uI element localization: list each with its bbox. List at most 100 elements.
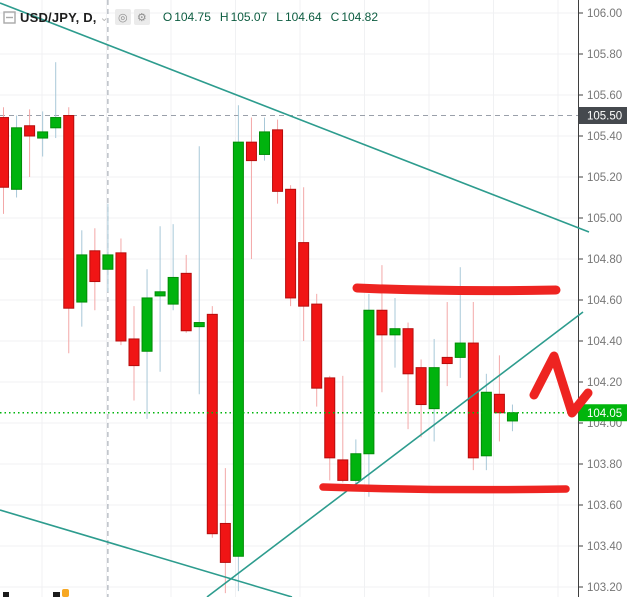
candle xyxy=(363,293,375,497)
candle-body xyxy=(272,129,284,192)
candle-body xyxy=(0,117,9,188)
candle xyxy=(298,187,310,341)
candle-body xyxy=(24,125,36,137)
descending-trendline-upper[interactable] xyxy=(0,2,590,233)
candle-body xyxy=(285,188,297,299)
candle-body xyxy=(167,276,179,305)
high-label: H xyxy=(219,10,229,24)
price-axis-ticks: 106.00 105.80 105.60 105.40 105.20 105.00 104.… xyxy=(578,8,622,594)
candle-body xyxy=(245,141,257,162)
price-tick-label: 103.60 xyxy=(587,500,622,512)
price-tick-label: 103.20 xyxy=(587,582,622,594)
candle-body xyxy=(428,367,440,410)
candle-body xyxy=(193,322,205,328)
candle-body xyxy=(402,328,414,375)
price-tick-label: 105.40 xyxy=(587,131,622,143)
candle xyxy=(350,439,362,485)
candle-body xyxy=(350,453,362,481)
candle-body xyxy=(467,342,479,459)
candle-body xyxy=(441,356,453,365)
ohlc-readout: O 104.75 H 105.07 L 104.64 C 104.82 xyxy=(163,10,378,24)
candle xyxy=(259,117,270,161)
marker-drawings[interactable] xyxy=(319,283,593,494)
candle xyxy=(454,267,466,378)
low-value: 104.64 xyxy=(284,10,322,24)
candle xyxy=(141,269,153,419)
zigzag-marker[interactable] xyxy=(529,351,593,418)
candle xyxy=(167,224,179,311)
candle-body xyxy=(324,377,336,459)
candle-body xyxy=(454,342,466,358)
candle xyxy=(402,322,414,430)
price-tick-label: 104.80 xyxy=(587,254,622,266)
candle xyxy=(311,293,323,407)
candle xyxy=(467,302,479,471)
candle xyxy=(24,109,36,177)
chart-legend: USD/JPY, D, ⌄ ◎ ⚙ O 104.75 H 105.07 L 104.64 C… xyxy=(3,7,378,27)
object-tree-icon[interactable] xyxy=(3,10,16,24)
price-tick-label: 105.80 xyxy=(587,49,622,61)
candle xyxy=(441,302,453,387)
visibility-icon[interactable]: ◎ xyxy=(114,9,131,25)
candle-body xyxy=(219,522,231,563)
candle xyxy=(0,107,9,214)
symbol-title[interactable]: USD/JPY, D, xyxy=(20,9,97,25)
candle-body xyxy=(493,393,505,414)
close-value: 104.82 xyxy=(341,10,379,24)
candle-body xyxy=(363,309,375,455)
candle-body xyxy=(337,459,349,481)
svg-text:104.05: 104.05 xyxy=(587,408,622,420)
candle xyxy=(37,111,49,157)
price-tick-label: 103.80 xyxy=(587,459,622,471)
close-label: C xyxy=(330,10,340,24)
candle-body xyxy=(102,254,114,270)
candle xyxy=(154,226,166,372)
open-label: O xyxy=(162,10,173,24)
candle-body xyxy=(206,313,218,535)
trendlines[interactable] xyxy=(0,2,590,597)
candle-body xyxy=(63,115,75,309)
candle-body xyxy=(389,328,401,336)
svg-text:105.50: 105.50 xyxy=(587,111,622,123)
candle-body xyxy=(128,338,140,367)
gear-icon[interactable]: ⚙ xyxy=(133,9,150,25)
resistance-marker-line[interactable] xyxy=(352,283,561,296)
candle xyxy=(89,228,101,311)
descending-trendline-lower[interactable] xyxy=(0,509,293,597)
price-axis-gutter[interactable] xyxy=(578,0,627,597)
open-value: 104.75 xyxy=(174,10,211,24)
candle-body xyxy=(506,412,518,422)
watermark-fragment xyxy=(53,592,60,597)
candle-body xyxy=(50,117,62,129)
candle xyxy=(63,107,75,354)
high-value: 105.07 xyxy=(230,10,268,24)
candle-body xyxy=(76,254,88,303)
candle-body xyxy=(89,250,101,283)
candle xyxy=(232,105,244,592)
candle xyxy=(115,238,127,346)
candle xyxy=(389,297,401,368)
candle-body xyxy=(298,242,310,307)
candle-body xyxy=(115,252,127,342)
candle xyxy=(180,254,192,333)
candle-body xyxy=(232,141,244,557)
candle-body xyxy=(311,303,323,389)
candles xyxy=(0,62,518,594)
candle-body xyxy=(11,127,23,190)
candle xyxy=(102,203,114,292)
price-tick-label: 106.00 xyxy=(587,8,622,20)
candle xyxy=(285,185,297,307)
watermark-fragment xyxy=(3,592,9,597)
chevron-down-icon[interactable]: ⌄ xyxy=(99,11,109,24)
price-tick-label: 105.00 xyxy=(587,213,622,225)
support-marker-line[interactable] xyxy=(319,483,570,494)
candle xyxy=(206,306,218,538)
crosshair-price-label: 105.50 xyxy=(578,107,627,124)
candle-body xyxy=(259,131,270,155)
ascending-trendline[interactable] xyxy=(206,311,584,597)
watermark-logo-dot xyxy=(62,589,69,597)
price-tick-label: 103.40 xyxy=(587,541,622,553)
